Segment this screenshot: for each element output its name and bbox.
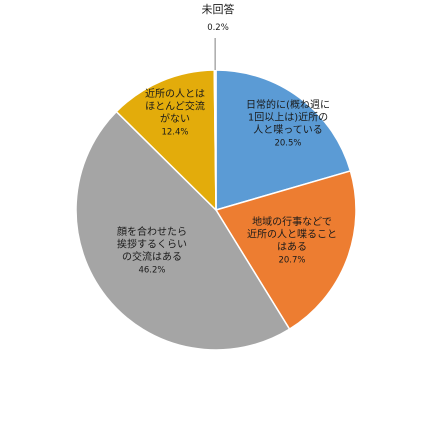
pie-slice-1 (214, 170, 357, 331)
slice-label-0-line-1: 1回以上は)近所の (248, 111, 328, 124)
slice-label-1-line-0: 地域の行事などで (252, 215, 332, 228)
slice-label-3-line-1: ほとんど交流 (145, 100, 205, 113)
slice-label-2-line-1: 挨拶するくらい (117, 238, 187, 251)
slice-label-3-line-0: 近所の人とは (145, 87, 205, 100)
pie-slices (75, 69, 357, 351)
pie-slice-3 (115, 69, 217, 212)
pie-slice-0 (215, 69, 352, 211)
slice-value-0: 20.5% (274, 139, 301, 149)
slice-label-1-line-1: 近所の人と喋ること (247, 228, 337, 241)
slice-label-2-line-2: の交流はある (122, 250, 182, 263)
slice-label-0-line-2: 人と喋っている (253, 124, 323, 136)
pie-slice-2 (75, 110, 291, 351)
slice-value-1: 20.7% (278, 256, 305, 266)
slice-label-2-line-0: 顔を合わせたら (117, 225, 187, 238)
pie-labels: 日常的に(概ね週に1回以上は)近所の人と喋っている20.5%地域の行事などで近所… (117, 2, 337, 276)
pie-slice-4 (213, 69, 217, 211)
slice-label-1-line-2: はある (277, 241, 307, 253)
slice-value-2: 46.2% (138, 266, 165, 276)
slice-label-4-line-0: 未回答 (202, 2, 235, 16)
slice-value-4: 0.2% (207, 23, 229, 33)
slice-label-3-line-2: がない (160, 112, 190, 125)
slice-value-3: 12.4% (161, 128, 188, 138)
slice-label-0-line-0: 日常的に(概ね週に (246, 98, 330, 111)
